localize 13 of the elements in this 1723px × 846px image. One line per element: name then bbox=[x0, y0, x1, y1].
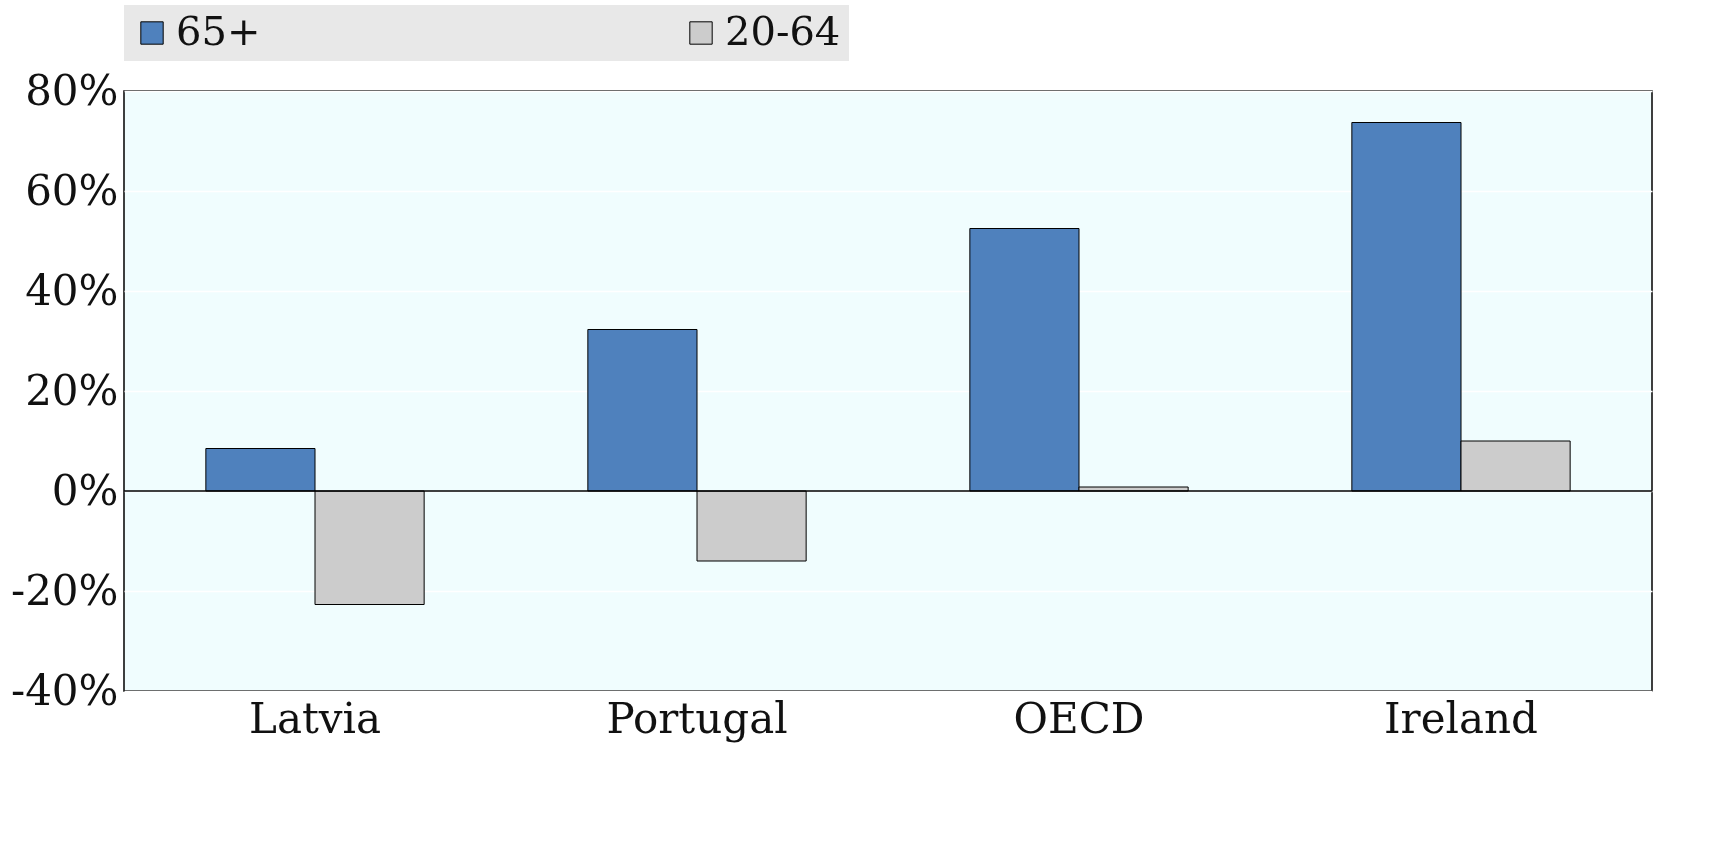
x-tick-label: Portugal bbox=[606, 693, 788, 743]
x-tick-label: OECD bbox=[1013, 693, 1145, 743]
y-tick-label: 0% bbox=[51, 465, 119, 515]
x-tick-label: Ireland bbox=[1384, 693, 1538, 743]
y-tick-label: -20% bbox=[10, 565, 119, 615]
legend-label: 20-64 bbox=[725, 8, 841, 54]
y-tick-label: 80% bbox=[25, 65, 119, 115]
y-tick-label: 20% bbox=[25, 365, 119, 415]
x-tick-label: Latvia bbox=[248, 693, 382, 743]
y-tick-label: 40% bbox=[25, 265, 119, 315]
y-tick-label: 60% bbox=[25, 165, 119, 215]
legend-label: 65+ bbox=[176, 8, 261, 54]
y-tick-label: -40% bbox=[10, 665, 119, 715]
